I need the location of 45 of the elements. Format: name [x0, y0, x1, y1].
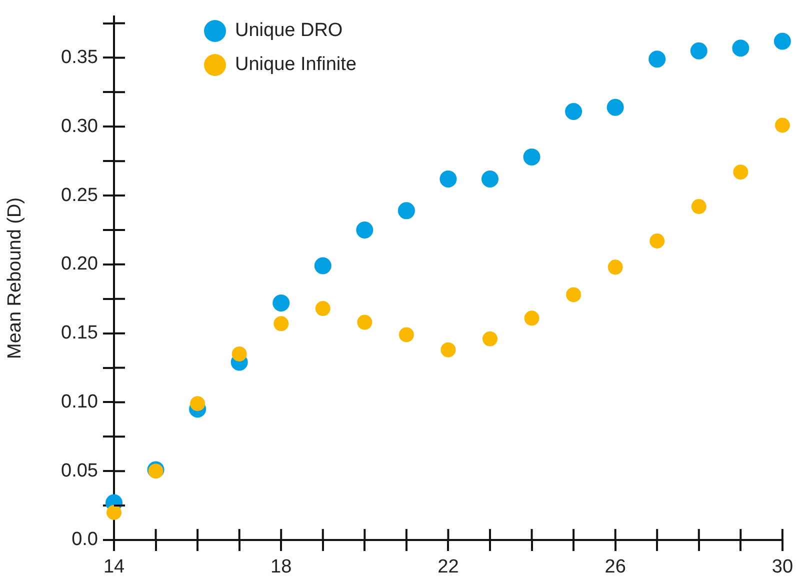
point — [274, 316, 289, 332]
y-axis-title: Mean Rebound (D) — [4, 197, 26, 359]
point — [190, 396, 206, 412]
point — [356, 221, 374, 238]
point — [314, 257, 332, 274]
point — [523, 148, 540, 166]
point — [315, 301, 330, 316]
point — [733, 164, 748, 180]
legend-label: Unique Infinite — [235, 54, 356, 76]
point — [566, 287, 582, 302]
point — [440, 170, 457, 188]
y-tick-label: 0.30 — [61, 116, 98, 137]
point — [732, 40, 750, 57]
legend-label: Unique DRO — [235, 20, 343, 42]
point — [524, 310, 540, 326]
y-tick-label: 0.0 — [72, 529, 98, 550]
point — [482, 331, 498, 346]
point — [481, 170, 498, 188]
point — [691, 199, 706, 214]
x-tick-label: 30 — [772, 556, 794, 578]
point — [565, 102, 582, 120]
y-tick-label: 0.20 — [61, 254, 98, 275]
x-tick-label: 22 — [438, 556, 459, 578]
point — [608, 260, 623, 275]
y-tick-label: 0.25 — [61, 184, 98, 206]
x-tick-label: 26 — [604, 556, 626, 578]
y-tick-label: 0.35 — [61, 46, 98, 68]
point — [106, 504, 122, 520]
point — [357, 314, 372, 330]
point — [606, 98, 624, 116]
point — [398, 202, 415, 220]
point — [648, 50, 666, 68]
point — [650, 233, 665, 248]
point — [272, 294, 290, 312]
point — [690, 42, 708, 60]
point — [774, 32, 791, 50]
point — [232, 346, 247, 362]
y-tick-label: 0.10 — [61, 391, 98, 412]
point — [440, 342, 456, 358]
y-tick-label: 0.05 — [61, 460, 98, 482]
x-tick-label: 14 — [103, 556, 125, 578]
x-tick-label: 18 — [270, 556, 292, 578]
point — [398, 327, 414, 342]
point — [774, 118, 790, 133]
y-tick-label: 0.15 — [61, 322, 98, 344]
